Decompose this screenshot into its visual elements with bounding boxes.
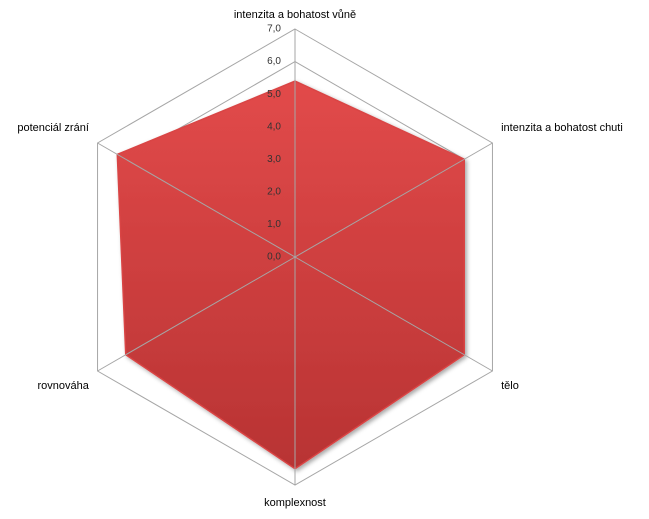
tick-label: 4,0 [267, 121, 281, 132]
tick-label: 3,0 [267, 154, 281, 165]
axis-label: tělo [501, 380, 519, 392]
tick-label: 6,0 [267, 56, 281, 67]
tick-label: 2,0 [267, 186, 281, 197]
spoke [97, 142, 296, 258]
axis-label: komplexnost [264, 497, 326, 509]
tick-label: 5,0 [267, 89, 281, 100]
tick-label: 1,0 [267, 219, 281, 230]
radar-area [116, 80, 465, 470]
tick-label: 7,0 [267, 24, 281, 35]
axis-label: potenciál zrání [17, 122, 89, 134]
axis-label: intenzita a bohatost vůně [234, 9, 356, 21]
spoke [97, 256, 296, 372]
axis-label: intenzita a bohatost chuti [501, 122, 623, 134]
tick-label: 0,0 [267, 252, 281, 263]
spoke [294, 256, 493, 372]
axis-label: rovnováha [38, 380, 90, 392]
spoke [294, 142, 493, 258]
